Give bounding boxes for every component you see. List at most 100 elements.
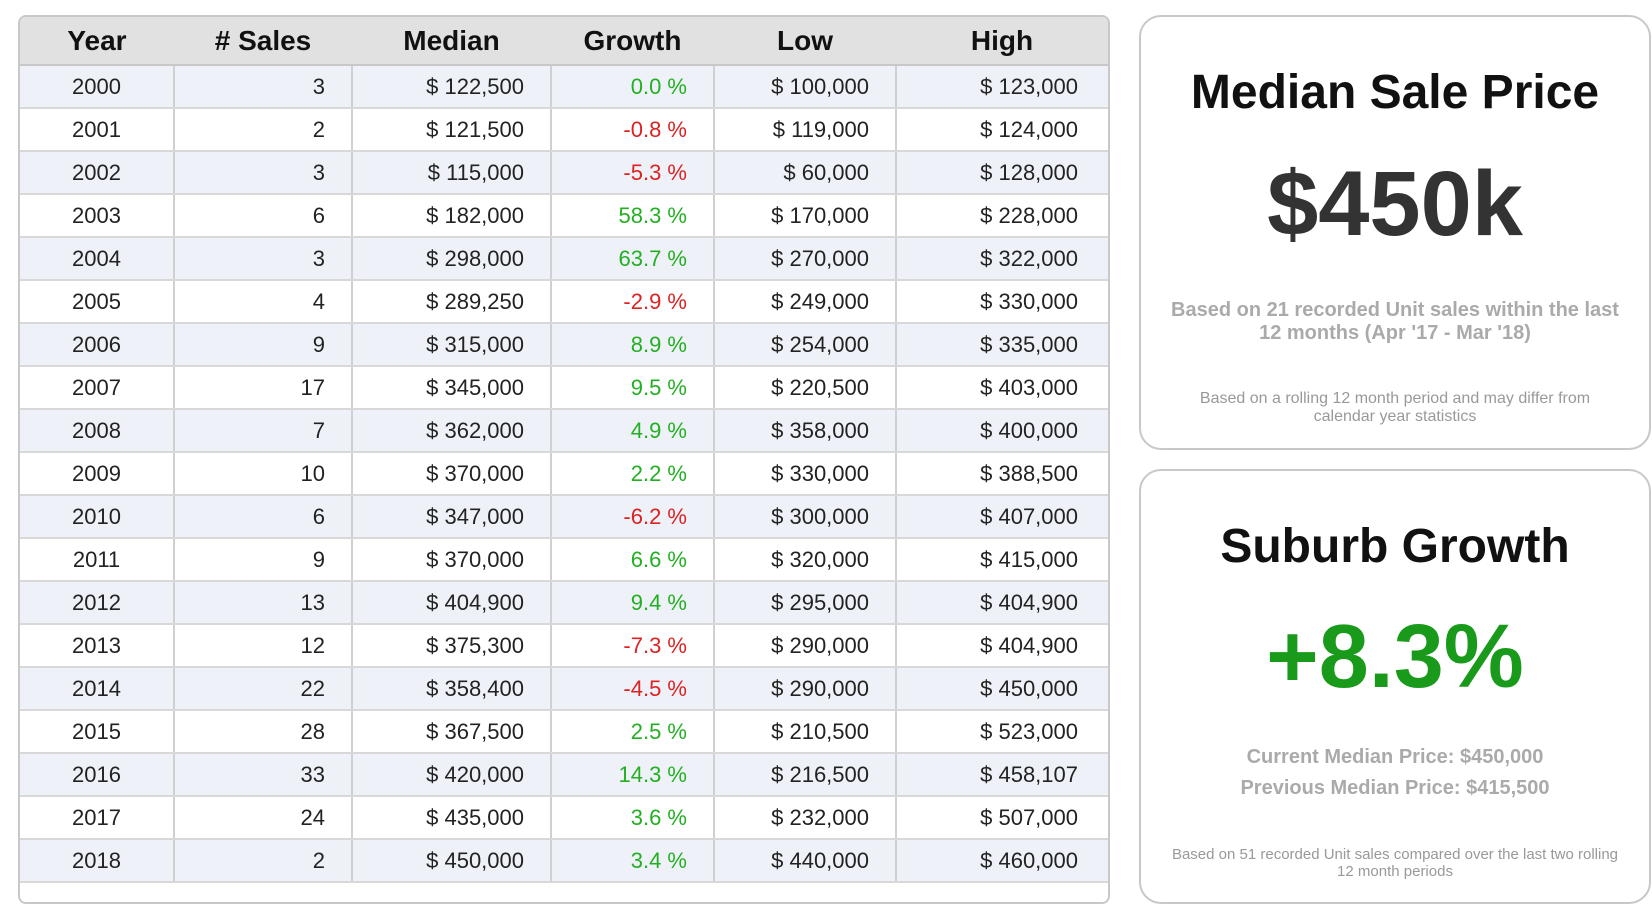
table-cell: 2002: [20, 151, 175, 195]
table-cell: $ 220,500: [714, 366, 897, 410]
table-cell: $ 335,000: [896, 323, 1108, 367]
table-cell: 4.9 %: [551, 409, 715, 453]
table-cell: $ 450,000: [352, 839, 552, 883]
table-cell: $ 362,000: [352, 409, 552, 453]
table-cell: $ 358,000: [714, 409, 897, 453]
table-cell: $ 289,250: [352, 280, 552, 324]
table-cell: 3: [174, 151, 353, 195]
table-cell: -2.9 %: [551, 280, 715, 324]
table-row: 2005 4 $ 289,250 -2.9 % $ 249,000 $ 330,000: [20, 280, 1108, 324]
table-cell: $ 182,000: [352, 194, 552, 238]
table-cell: 2005: [20, 280, 175, 324]
table-cell: 0.0 %: [551, 65, 715, 109]
table-cell: $ 121,500: [352, 108, 552, 152]
table-cell: 2.5 %: [551, 710, 715, 754]
table-cell: $ 210,500: [714, 710, 897, 754]
table-cell: 33: [174, 753, 353, 797]
table-row: 2007 17 $ 345,000 9.5 % $ 220,500 $ 403,000: [20, 366, 1108, 410]
table-cell: 2011: [20, 538, 175, 582]
table-cell: $ 122,500: [352, 65, 552, 109]
table-cell: $ 128,000: [896, 151, 1108, 195]
table-cell: $ 347,000: [352, 495, 552, 539]
table-cell: 17: [174, 366, 353, 410]
median-card: Median Sale Price $450k Based on 21 reco…: [1139, 15, 1651, 450]
table-cell: 2013: [20, 624, 175, 668]
table-cell: 2004: [20, 237, 175, 281]
card-value: $450k: [1267, 153, 1523, 255]
table-row: 2015 28 $ 367,500 2.5 % $ 210,500 $ 523,000: [20, 710, 1108, 754]
table-cell: $ 60,000: [714, 151, 897, 195]
column-header: # Sales: [174, 17, 352, 66]
card-footnote: Based on a rolling 12 month period and m…: [1199, 390, 1591, 425]
table-cell: $ 404,900: [352, 581, 552, 625]
table-cell: 13: [174, 581, 353, 625]
table-cell: $ 345,000: [352, 366, 552, 410]
table-row: 2016 33 $ 420,000 14.3 % $ 216,500 $ 458,107: [20, 753, 1108, 797]
column-header: Median: [352, 17, 551, 66]
table-cell: $ 523,000: [896, 710, 1108, 754]
header-row: Year # Sales Median Growth Low High: [20, 17, 1108, 66]
table-cell: $ 420,000: [352, 753, 552, 797]
table-row: 2017 24 $ 435,000 3.6 % $ 232,000 $ 507,000: [20, 796, 1108, 840]
table-cell: 9: [174, 323, 353, 367]
table-row: 2011 9 $ 370,000 6.6 % $ 320,000 $ 415,000: [20, 538, 1108, 582]
table-cell: $ 404,900: [896, 581, 1108, 625]
table-cell: 2.2 %: [551, 452, 715, 496]
table: Year # Sales Median Growth Low High 2000 3 $ 12…: [20, 17, 1108, 883]
table-cell: $ 254,000: [714, 323, 897, 367]
table-cell: $ 123,000: [896, 65, 1108, 109]
table-cell: 63.7 %: [551, 237, 715, 281]
card-value: +8.3%: [1266, 607, 1524, 707]
table-cell: 9.5 %: [551, 366, 715, 410]
table-cell: $ 358,400: [352, 667, 552, 711]
previous-price: Previous Median Price: $415,500: [1240, 777, 1550, 799]
table-row: 2012 13 $ 404,900 9.4 % $ 295,000 $ 404,900: [20, 581, 1108, 625]
table-cell: -6.2 %: [551, 495, 715, 539]
table-cell: $ 100,000: [714, 65, 897, 109]
table-cell: 24: [174, 796, 353, 840]
table-cell: $ 290,000: [714, 624, 897, 668]
table-row: 2001 2 $ 121,500 -0.8 % $ 119,000 $ 124,000: [20, 108, 1108, 152]
table-cell: $ 370,000: [352, 538, 552, 582]
table-cell: 2016: [20, 753, 175, 797]
table-cell: -0.8 %: [551, 108, 715, 152]
table-cell: $ 322,000: [896, 237, 1108, 281]
table-cell: $ 507,000: [896, 796, 1108, 840]
table-cell: $ 298,000: [352, 237, 552, 281]
table-cell: 2003: [20, 194, 175, 238]
table-cell: $ 435,000: [352, 796, 552, 840]
table-row: 2018 2 $ 450,000 3.4 % $ 440,000 $ 460,000: [20, 839, 1108, 883]
table-cell: $ 124,000: [896, 108, 1108, 152]
table-cell: 8.9 %: [551, 323, 715, 367]
table-cell: $ 370,000: [352, 452, 552, 496]
table-cell: -4.5 %: [551, 667, 715, 711]
table-cell: 2007: [20, 366, 175, 410]
table-cell: 2008: [20, 409, 175, 453]
table-row: 2004 3 $ 298,000 63.7 % $ 270,000 $ 322,000: [20, 237, 1108, 281]
table-cell: $ 367,500: [352, 710, 552, 754]
table-cell: 6.6 %: [551, 538, 715, 582]
table-cell: $ 460,000: [896, 839, 1108, 883]
table-row: 2002 3 $ 115,000 -5.3 % $ 60,000 $ 128,000: [20, 151, 1108, 195]
table-row: 2014 22 $ 358,400 -4.5 % $ 290,000 $ 450,000: [20, 667, 1108, 711]
growth-card: Suburb Growth +8.3% Current Median Price…: [1139, 469, 1651, 904]
table-cell: 2017: [20, 796, 175, 840]
table-cell: $ 216,500: [714, 753, 897, 797]
table-cell: 58.3 %: [551, 194, 715, 238]
table-cell: 2014: [20, 667, 175, 711]
table-cell: 2001: [20, 108, 175, 152]
table-cell: 6: [174, 194, 353, 238]
table-cell: $ 458,107: [896, 753, 1108, 797]
card-title: Suburb Growth: [1220, 520, 1570, 573]
table-cell: $ 330,000: [896, 280, 1108, 324]
table-cell: 2018: [20, 839, 175, 883]
table-cell: 3: [174, 237, 353, 281]
table-cell: 10: [174, 452, 353, 496]
column-header: Growth: [551, 17, 714, 66]
table-row: 2009 10 $ 370,000 2.2 % $ 330,000 $ 388,500: [20, 452, 1108, 496]
table-cell: $ 300,000: [714, 495, 897, 539]
table-cell: -7.3 %: [551, 624, 715, 668]
current-price: Current Median Price: $450,000: [1246, 746, 1544, 768]
table-cell: 14.3 %: [551, 753, 715, 797]
